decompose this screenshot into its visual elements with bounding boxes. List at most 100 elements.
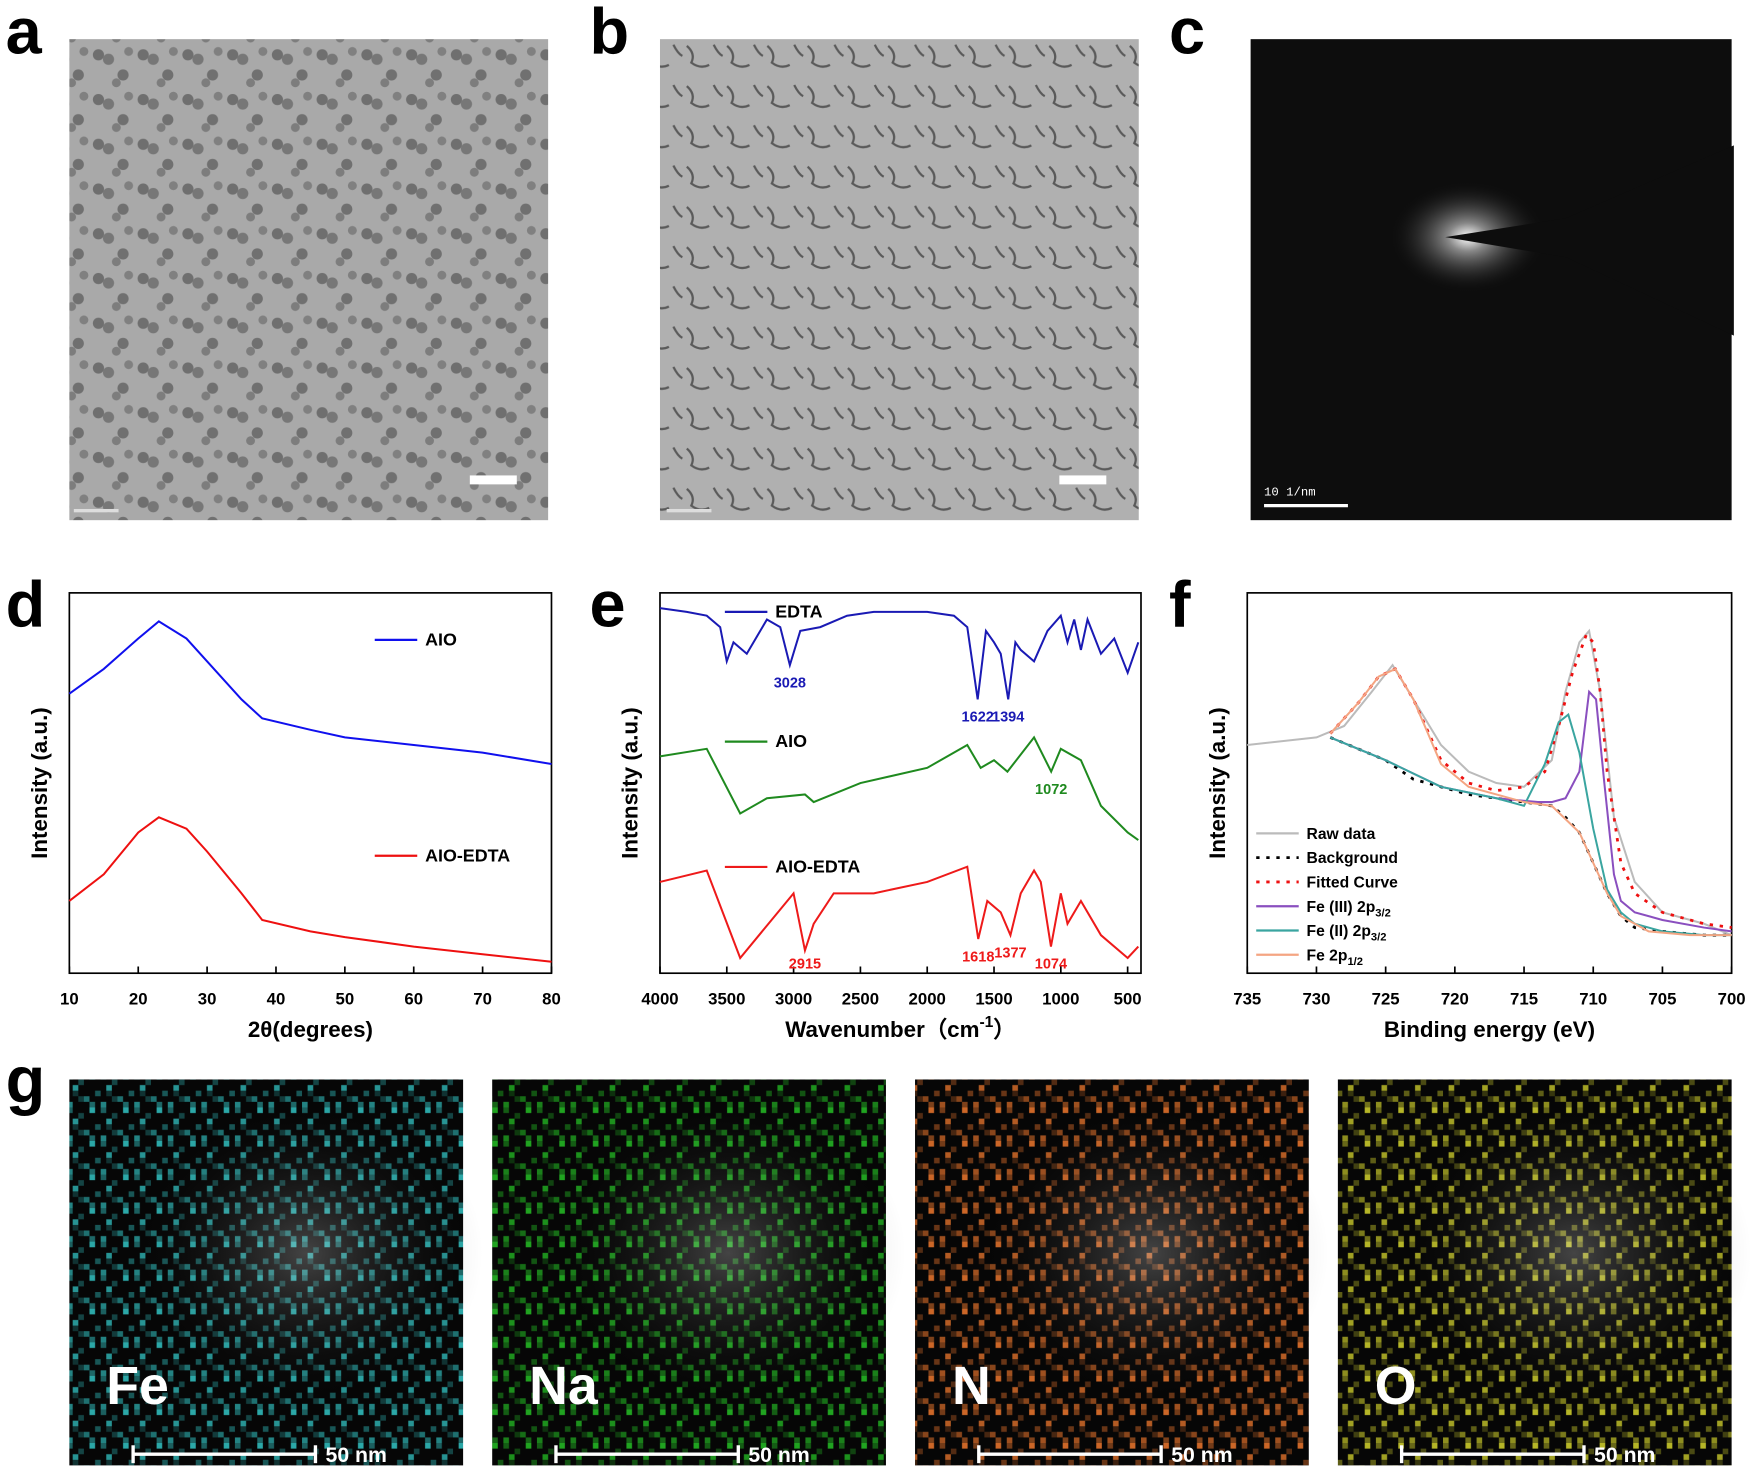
x-tick-label: 40 — [267, 990, 286, 1009]
x-axis-label-text: Wavenumber（cm — [785, 1017, 979, 1042]
tem-image-a — [69, 39, 549, 521]
series-line — [659, 607, 1140, 700]
series-line — [68, 620, 552, 766]
legend-label: AIO-EDTA — [425, 845, 510, 865]
scale-label: 10 1/nm — [1264, 486, 1316, 500]
legend-name: AIO — [775, 731, 807, 751]
panel-label: c — [1169, 0, 1205, 68]
x-tick-label: 2000 — [909, 990, 946, 1009]
x-tick-label: 700 — [1718, 990, 1746, 1009]
y-axis-label: Intensity (a.u.) — [1205, 707, 1230, 859]
x-tick-label: 3000 — [775, 990, 812, 1009]
panel-label: a — [6, 0, 43, 68]
y-axis-label: Intensity (a.u.) — [27, 707, 52, 859]
scale-label: 50 nm — [326, 1443, 387, 1467]
scale-label: 50 nm — [748, 1443, 809, 1467]
peak-label: 1377 — [994, 946, 1026, 962]
map-glow — [551, 1098, 906, 1408]
beam-stop — [1445, 145, 1734, 336]
scale-bar — [666, 508, 712, 513]
legend-label: AIO — [775, 731, 807, 751]
legend-label: Fitted Curve — [1307, 875, 1399, 892]
legend-name: AIO-EDTA — [425, 845, 510, 865]
legend-label: Background — [1307, 850, 1398, 867]
legend-sub: 3/2 — [1371, 932, 1387, 944]
panel-label: e — [590, 567, 626, 640]
legend-name: AIO-EDTA — [775, 857, 860, 877]
panel-label: g — [6, 1043, 46, 1116]
legend-name: Background — [1307, 850, 1398, 867]
legend-name: EDTA — [775, 601, 822, 621]
series-line — [1329, 667, 1732, 937]
peak-label: 1074 — [1035, 957, 1067, 973]
legend-name: Fe (III) 2p — [1307, 899, 1376, 916]
element-label: N — [952, 1356, 991, 1416]
tem-image-b — [659, 39, 1139, 521]
x-tick-label: 730 — [1302, 990, 1330, 1009]
x-tick-label: 80 — [542, 990, 561, 1009]
scale-bar — [469, 475, 517, 485]
panel-label: b — [590, 0, 630, 68]
x-axis-label: Binding energy (eV) — [1384, 1017, 1595, 1042]
x-tick-label: 500 — [1114, 990, 1142, 1009]
element-label: Fe — [106, 1356, 169, 1416]
legend-name: Raw data — [1307, 826, 1376, 843]
series-line — [1329, 689, 1732, 933]
scale-label: 50 nm — [1594, 1443, 1655, 1467]
x-tick-label: 1500 — [975, 990, 1012, 1009]
peak-label: 3028 — [774, 676, 806, 692]
plot-frame — [68, 592, 553, 975]
x-axis-label: 2θ(degrees) — [248, 1017, 373, 1042]
x-tick-label: 50 — [336, 990, 355, 1009]
element-label: Na — [529, 1356, 599, 1416]
legend-label: Fe 2p1/2 — [1307, 947, 1363, 967]
plot-frame — [659, 592, 1142, 975]
x-tick-label: 2500 — [842, 990, 879, 1009]
legend-label: Fe (III) 2p3/2 — [1307, 899, 1391, 919]
x-tick-label: 735 — [1233, 990, 1261, 1009]
scale-bar — [1059, 475, 1107, 485]
legend-name: Fe (II) 2p — [1307, 923, 1371, 940]
x-axis-label-end: ） — [993, 1017, 1015, 1042]
x-tick-label: 710 — [1579, 990, 1607, 1009]
x-tick-label: 10 — [60, 990, 79, 1009]
series-line — [68, 816, 552, 963]
x-axis-label-sup: -1 — [979, 1014, 993, 1031]
plot-frame — [1246, 592, 1733, 975]
map-glow — [128, 1098, 483, 1408]
scale-label: 50 nm — [1171, 1443, 1232, 1467]
x-tick-label: 1000 — [1042, 990, 1079, 1009]
peak-label: 1618 — [962, 949, 994, 965]
panel-label: f — [1169, 567, 1191, 640]
peak-label: 1394 — [992, 710, 1024, 726]
map-glow — [1396, 1098, 1752, 1408]
peak-label: 1072 — [1035, 782, 1067, 798]
legend-sub: 3/2 — [1375, 907, 1391, 919]
scale-bar — [73, 508, 119, 513]
x-tick-label: 3500 — [708, 990, 745, 1009]
legend-name: Fe 2p — [1307, 947, 1348, 964]
legend-sub: 1/2 — [1347, 956, 1363, 968]
series-line — [1329, 712, 1732, 937]
legend-label: Fe (II) 2p3/2 — [1307, 923, 1387, 943]
panel-label: d — [6, 567, 46, 640]
series-line — [659, 735, 1139, 841]
series-line — [1329, 736, 1732, 937]
legend-label: EDTA — [775, 601, 822, 621]
x-tick-label: 4000 — [641, 990, 678, 1009]
legend-name: AIO — [425, 629, 457, 649]
peak-label: 2915 — [789, 957, 821, 973]
series-line — [659, 865, 1140, 960]
x-tick-label: 720 — [1441, 990, 1469, 1009]
x-tick-label: 715 — [1510, 990, 1538, 1009]
x-tick-label: 20 — [129, 990, 148, 1009]
x-tick-label: 70 — [473, 990, 492, 1009]
x-tick-label: 725 — [1372, 990, 1400, 1009]
series-line — [1247, 628, 1733, 937]
element-label: O — [1375, 1356, 1417, 1416]
legend-label: AIO-EDTA — [775, 857, 860, 877]
legend-name: Fitted Curve — [1307, 875, 1399, 892]
peak-label: 1622 — [962, 710, 994, 726]
legend-label: AIO — [425, 629, 457, 649]
